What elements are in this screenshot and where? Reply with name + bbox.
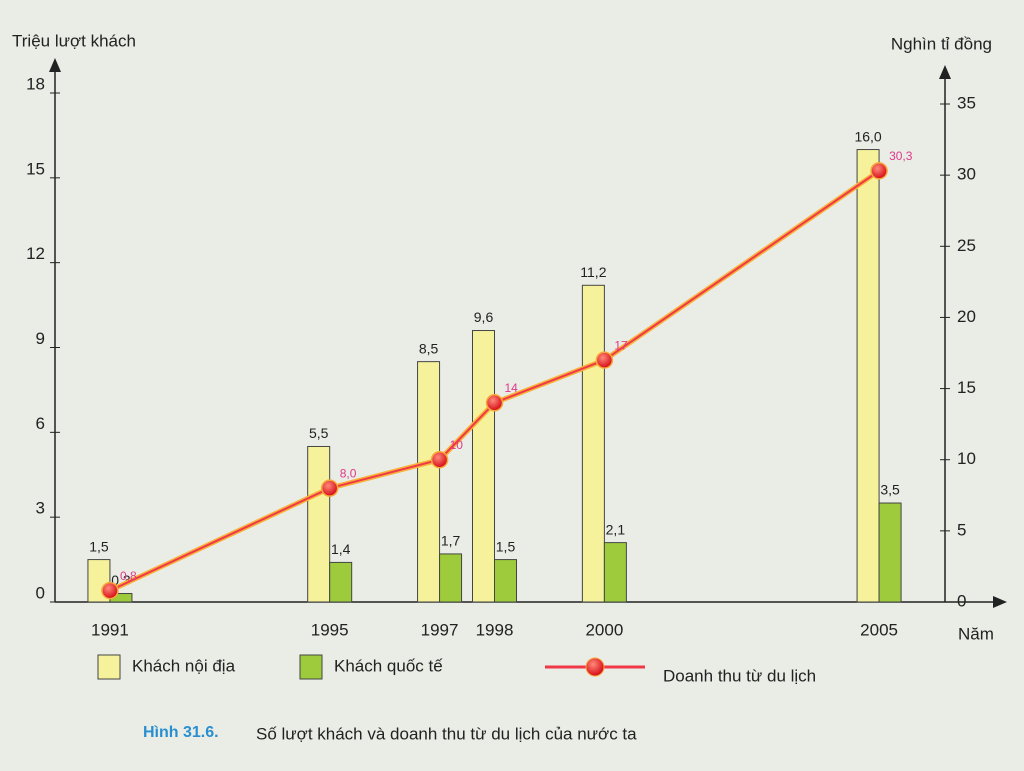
x-tick-label: 2005 [860, 620, 898, 639]
y-tick-label: 0 [36, 583, 45, 602]
x-tick-label: 2000 [585, 620, 623, 639]
line-value-label: 8,0 [340, 466, 357, 480]
y2-tick-label: 20 [957, 307, 976, 326]
bar-value-label: 16,0 [854, 128, 881, 144]
bar-value-label: 1,4 [331, 541, 351, 557]
line-value-label: 0,8 [120, 569, 137, 583]
legend-swatch [299, 654, 323, 680]
bar [581, 284, 605, 603]
line-value-label: 10 [450, 438, 464, 452]
x-tick-label: 1991 [91, 620, 129, 639]
line-marker [595, 351, 614, 369]
bar-value-label: 11,2 [580, 264, 606, 280]
bar [856, 149, 880, 603]
bar-value-label: 5,5 [309, 425, 329, 441]
y-axis-title: Triệu lượt khách [12, 31, 136, 50]
bar [439, 553, 463, 603]
legend-swatch [97, 654, 121, 680]
y2-tick-label: 25 [957, 236, 976, 255]
figure-number: Hình 31.6. [143, 724, 219, 741]
y-tick-label: 3 [36, 499, 45, 518]
line-marker [101, 581, 119, 600]
y-tick-label: 6 [36, 414, 45, 433]
y2-tick-label: 35 [957, 93, 976, 112]
y2-tick-label: 30 [957, 165, 976, 184]
bar-value-label: 9,6 [474, 309, 494, 325]
x-axis-arrow [993, 596, 1007, 608]
line-value-label: 17 [614, 338, 628, 352]
y2-axis-title: Nghìn tỉ đồng [891, 34, 992, 53]
legend-marker [585, 657, 605, 677]
bar [472, 330, 496, 603]
line-value-label: 30,3 [889, 149, 913, 163]
legend-label: Doanh thu từ du lịch [663, 666, 816, 685]
y-tick-label: 9 [36, 329, 45, 348]
line-marker [320, 479, 339, 497]
bar-value-label: 1,7 [441, 533, 461, 549]
bar [603, 542, 627, 603]
x-axis-title: Năm [958, 624, 994, 643]
caption: Số lượt khách và doanh thu từ du lịch củ… [256, 724, 637, 743]
bar [307, 445, 331, 603]
y2-tick-label: 10 [957, 449, 976, 468]
y2-axis-arrow [939, 65, 951, 79]
bar [494, 559, 518, 603]
y-tick-label: 18 [26, 74, 45, 93]
bar [878, 502, 902, 603]
y-tick-label: 12 [26, 244, 45, 263]
x-tick-label: 1997 [421, 620, 459, 639]
y-axis-arrow [49, 58, 61, 72]
line-marker [870, 162, 888, 180]
line-marker [430, 450, 449, 469]
x-tick-label: 1998 [476, 620, 514, 639]
bar-value-label: 3,5 [880, 482, 900, 498]
y2-tick-label: 5 [957, 520, 966, 539]
y2-tick-label: 0 [957, 591, 966, 610]
bar-value-label: 1,5 [496, 538, 516, 554]
bar-value-label: 1,5 [89, 538, 109, 554]
legend-label: Khách quốc tế [334, 656, 443, 675]
line [109, 170, 880, 592]
line-value-label: 14 [505, 381, 519, 395]
y2-tick-label: 15 [957, 378, 976, 397]
bar [329, 561, 353, 603]
legend-label: Khách nội địa [132, 656, 236, 675]
bar-value-label: 8,5 [419, 340, 439, 356]
y-tick-label: 15 [26, 159, 45, 178]
bar-value-label: 2,1 [606, 521, 626, 537]
line-marker [485, 394, 504, 412]
bar [417, 361, 441, 603]
x-tick-label: 1995 [311, 620, 349, 639]
